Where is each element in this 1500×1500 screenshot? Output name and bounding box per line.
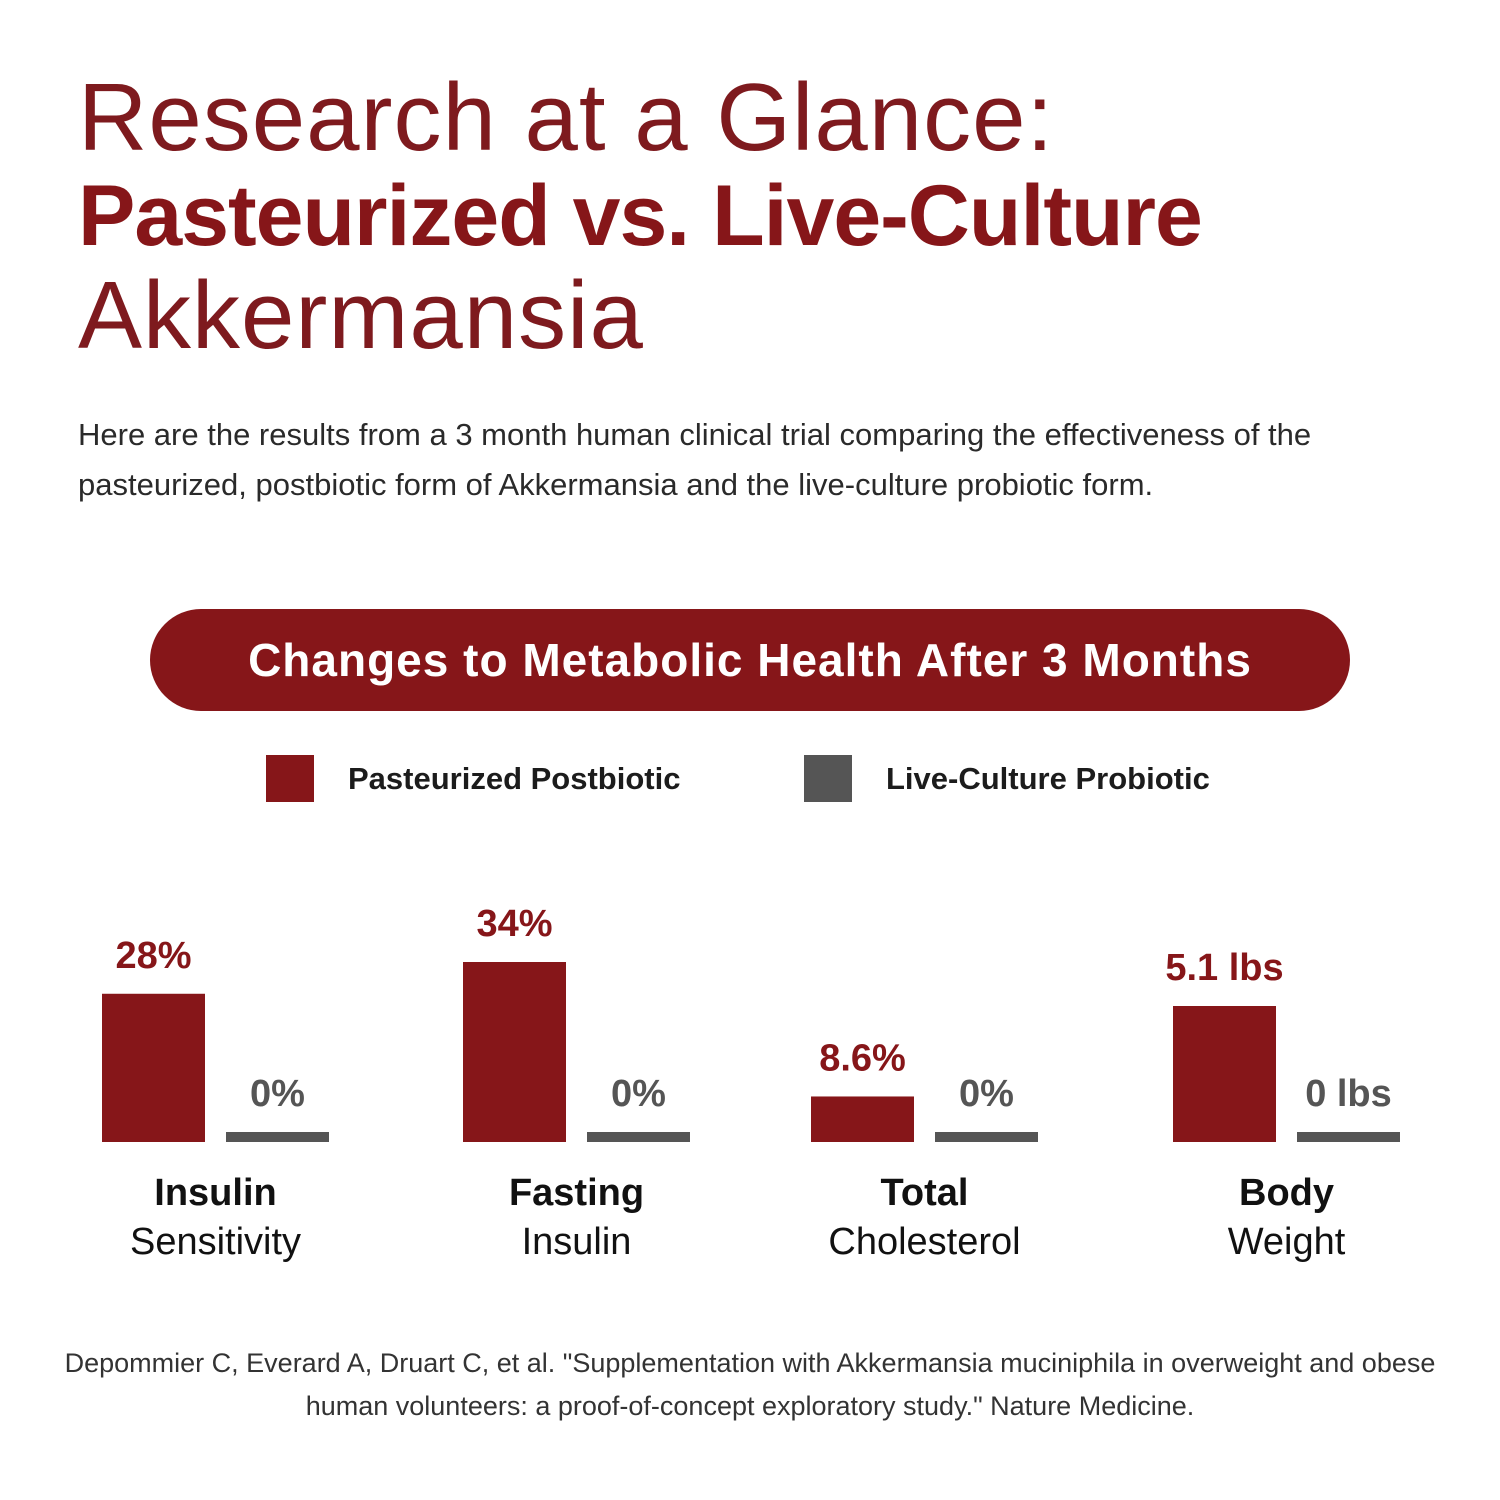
legend-item-live: Live-Culture Probiotic	[804, 755, 1210, 802]
bar-pasteurized-3	[1173, 1006, 1276, 1142]
data-label-live-3: 0 lbs	[1305, 1073, 1392, 1115]
title-line-2: Pasteurized vs. Live-Culture	[78, 168, 1203, 264]
category-label-line1-2: Total	[881, 1172, 969, 1214]
category-label-line2-2: Cholesterol	[828, 1221, 1020, 1263]
bar-live-0	[226, 1132, 329, 1142]
citation: Depommier C, Everard A, Druart C, et al.…	[64, 1348, 1436, 1421]
legend-label-live: Live-Culture Probiotic	[886, 760, 1210, 796]
data-label-pasteurized-1: 34%	[476, 903, 552, 945]
data-label-live-1: 0%	[611, 1073, 666, 1115]
category-label-line1-0: Insulin	[154, 1172, 276, 1214]
category-label-line1-3: Body	[1239, 1172, 1334, 1214]
bar-live-3	[1297, 1132, 1400, 1142]
legend-label-pasteurized: Pasteurized Postbiotic	[348, 760, 681, 796]
bar-live-2	[935, 1132, 1038, 1142]
category-label-line1-1: Fasting	[509, 1172, 644, 1214]
title-line-1: Research at a Glance:	[78, 64, 1055, 171]
category-label-line2-0: Sensitivity	[130, 1221, 301, 1263]
title-line-3: Akkermansia	[78, 262, 644, 369]
legend-item-pasteurized: Pasteurized Postbiotic	[266, 755, 680, 802]
chart-title: Changes to Metabolic Health After 3 Mont…	[248, 634, 1252, 686]
bar-live-1	[587, 1132, 690, 1142]
bar-pasteurized-2	[811, 1096, 914, 1142]
data-label-live-0: 0%	[250, 1073, 305, 1115]
data-label-live-2: 0%	[959, 1073, 1014, 1115]
chart-title-banner: Changes to Metabolic Health After 3 Mont…	[150, 609, 1350, 711]
category-label-line2-1: Insulin	[522, 1221, 632, 1263]
bar-pasteurized-1	[463, 962, 566, 1142]
data-label-pasteurized-0: 28%	[115, 935, 191, 977]
data-label-pasteurized-3: 5.1 lbs	[1165, 947, 1283, 989]
bar-pasteurized-0	[102, 993, 205, 1142]
data-label-pasteurized-2: 8.6%	[819, 1037, 906, 1079]
legend-swatch-pasteurized	[266, 755, 314, 802]
intro-paragraph: Here are the results from a 3 month huma…	[78, 417, 1312, 502]
category-label-line2-3: Weight	[1228, 1221, 1346, 1263]
legend-swatch-live	[804, 755, 852, 802]
